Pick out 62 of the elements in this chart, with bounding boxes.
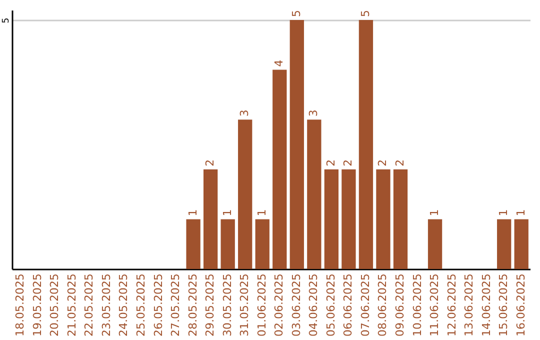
- bar: [358, 20, 374, 269]
- bar: [376, 169, 390, 269]
- x-tick-label: 07.06.2025: [358, 274, 372, 336]
- x-tick-label: 01.06.2025: [255, 274, 268, 336]
- x-tick-label: 02.06.2025: [272, 274, 286, 336]
- x-tick-label: 14.06.2025: [480, 274, 493, 336]
- x-tick-label: 03.06.2025: [290, 274, 303, 336]
- x-tick-label: 09.06.2025: [394, 274, 406, 336]
- x-tick-label: 10.06.2025: [410, 274, 424, 336]
- bar: [342, 169, 356, 269]
- data-label: 3: [307, 110, 320, 117]
- x-tick-label: 29.05.2025: [204, 274, 217, 336]
- data-label: 2: [394, 159, 406, 166]
- x-tick-label: 25.05.2025: [134, 274, 148, 336]
- data-label: 5: [290, 10, 303, 17]
- x-tick-label: 22.05.2025: [82, 274, 96, 336]
- x-tick-label: 27.05.2025: [169, 274, 182, 336]
- bar: [290, 20, 304, 269]
- bar: [203, 169, 218, 269]
- x-tick-label: 06.06.2025: [342, 274, 355, 336]
- x-tick-label: 23.05.2025: [100, 274, 113, 336]
- x-tick-label: 28.05.2025: [186, 274, 200, 336]
- data-label: 2: [324, 159, 338, 166]
- data-label: 5: [358, 10, 372, 17]
- x-tick-label: 04.06.2025: [307, 274, 320, 336]
- bar: [428, 219, 442, 269]
- x-tick-label: 19.05.2025: [30, 274, 44, 336]
- x-tick-label: 12.06.2025: [445, 274, 458, 336]
- x-tick-label: 15.06.2025: [497, 274, 510, 336]
- x-tick-label: 24.05.2025: [117, 274, 130, 336]
- x-tick-label: 08.06.2025: [376, 274, 390, 336]
- x-tick-label: 18.05.2025: [14, 274, 27, 336]
- data-label: 1: [220, 209, 234, 216]
- bar: [393, 169, 408, 269]
- x-tick-label: 13.06.2025: [462, 274, 476, 336]
- bar: [220, 219, 235, 269]
- data-label: 1: [186, 209, 200, 216]
- data-label: 4: [272, 60, 286, 67]
- data-label: 1: [428, 209, 442, 216]
- x-tick-label: 30.05.2025: [220, 274, 234, 336]
- bar: [307, 120, 322, 269]
- data-label: 2: [204, 159, 217, 166]
- data-label: 1: [255, 209, 268, 216]
- x-tick-label: 21.05.2025: [65, 274, 78, 336]
- bar: [238, 120, 252, 269]
- bar: [514, 219, 528, 269]
- data-label: 2: [342, 159, 355, 166]
- data-label: 2: [376, 159, 390, 166]
- bar: [186, 219, 200, 269]
- bar: [255, 219, 270, 269]
- bar: [497, 219, 512, 269]
- data-label: 3: [238, 110, 252, 117]
- x-tick-label: 16.06.2025: [514, 274, 528, 336]
- x-tick-label: 11.06.2025: [428, 274, 442, 336]
- bar: [324, 169, 339, 269]
- bar: [272, 70, 287, 269]
- x-tick-label: 26.05.2025: [152, 274, 165, 336]
- data-label: 1: [497, 209, 510, 216]
- x-tick-label: 31.05.2025: [238, 274, 252, 336]
- x-tick-label: 20.05.2025: [48, 274, 62, 336]
- x-tick-label: 05.06.2025: [324, 274, 338, 336]
- data-label: 1: [514, 209, 528, 216]
